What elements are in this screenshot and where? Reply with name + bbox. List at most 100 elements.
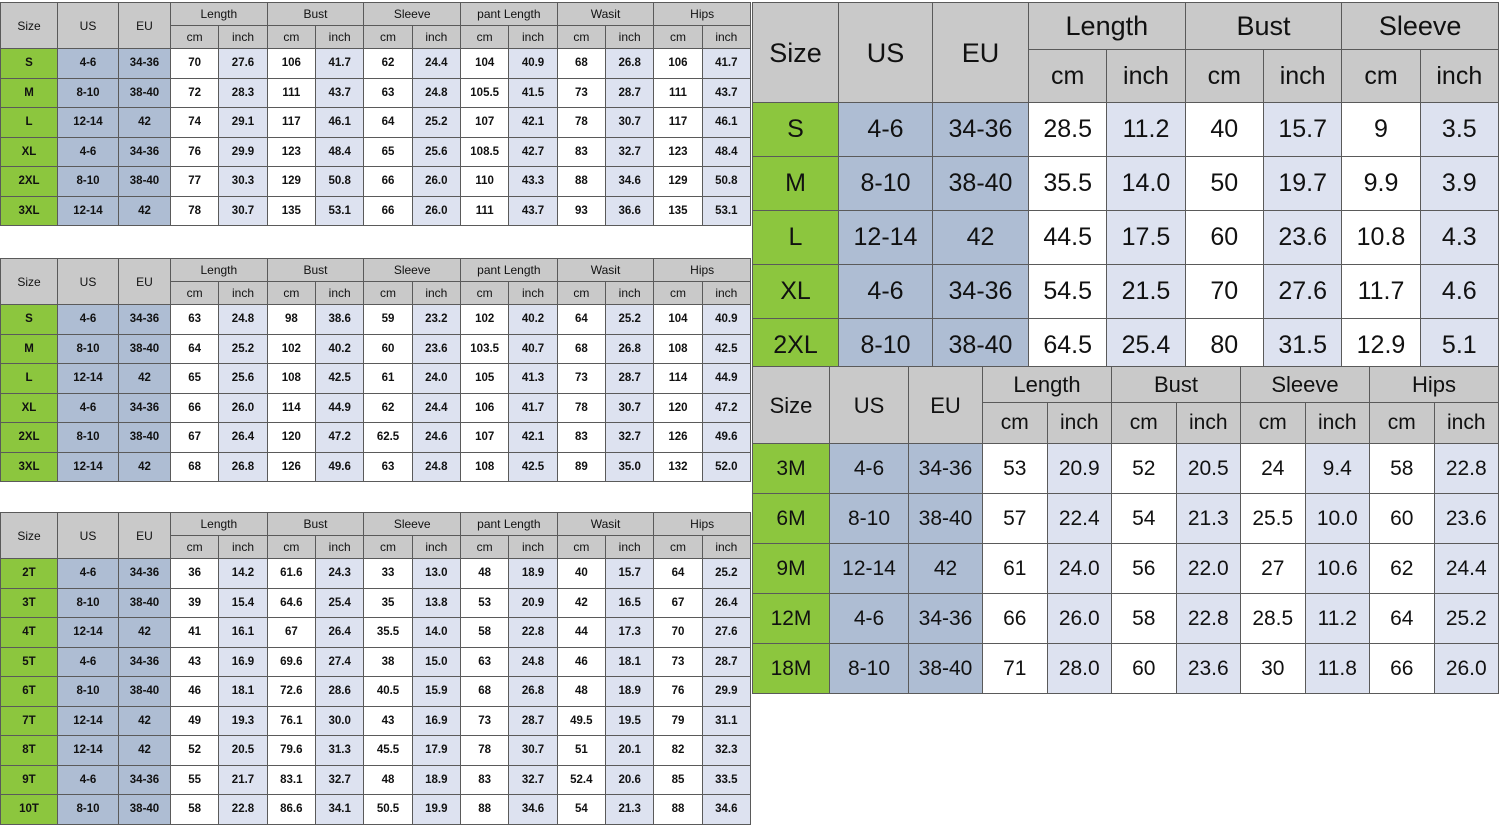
cell-us: 8-10	[57, 676, 119, 707]
cell-hips-inch: 32.3	[701, 735, 752, 766]
cell-us: 8-10	[57, 422, 119, 453]
cell-bust-cm: 135	[266, 195, 317, 226]
cell-pant-length-cm: 102	[460, 304, 510, 335]
cell-length-cm: 70	[169, 48, 220, 79]
cell-wasit-cm: 46	[556, 646, 607, 677]
cell-pant-length-inch: 28.7	[508, 705, 558, 736]
cell-length-inch: 28.3	[218, 77, 268, 108]
cell-length-cm: 49	[169, 705, 220, 736]
unit-header-cm: cm	[556, 281, 607, 305]
cell-sleeve-inch: 14.0	[411, 617, 462, 648]
cell-bust-inch: 41.7	[314, 48, 365, 79]
cell-sleeve-cm: 62.5	[363, 422, 413, 453]
cell-bust-inch: 24.3	[314, 558, 365, 589]
unit-header-inch: inch	[1419, 49, 1499, 103]
cell-pant-length-inch: 32.7	[508, 764, 558, 795]
cell-pant-length-cm: 105.5	[460, 77, 510, 108]
cell-sleeve-inch: 23.6	[411, 333, 462, 364]
cell-bust-cm: 67	[266, 617, 317, 648]
cell-size: XL	[0, 392, 58, 423]
cell-bust-inch: 38.6	[314, 304, 365, 335]
cell-pant-length-cm: 53	[460, 587, 510, 618]
unit-header-inch: inch	[1106, 49, 1186, 103]
cell-bust-cm: 79.6	[266, 735, 317, 766]
cell-wasit-cm: 78	[556, 107, 607, 138]
cell-pant-length-inch: 42.1	[508, 422, 558, 453]
cell-sleeve-cm: 50.5	[363, 794, 413, 825]
cell-us: 4-6	[829, 443, 909, 494]
cell-sleeve-cm: 9	[1341, 102, 1421, 157]
cell-length-cm: 46	[169, 676, 220, 707]
cell-sleeve-cm: 45.5	[363, 735, 413, 766]
cell-sleeve-inch: 24.8	[411, 451, 462, 482]
cell-sleeve-inch: 26.0	[411, 166, 462, 197]
cell-length-inch: 21.7	[218, 764, 268, 795]
cell-sleeve-cm: 62	[363, 392, 413, 423]
cell-length-cm: 44.5	[1027, 210, 1108, 265]
cell-us: 8-10	[57, 77, 119, 108]
cell-length-cm: 66	[982, 593, 1048, 644]
measure-group-header-sleeve: Sleeve	[363, 2, 462, 26]
cell-sleeve-cm: 24	[1240, 443, 1306, 494]
table-row: S 4-6 34-36 70 27.6 106 41.7 62 24.4 104 40.9 68 26.…	[0, 48, 752, 79]
cell-pant-length-cm: 73	[460, 705, 510, 736]
cell-size: 3T	[0, 587, 58, 618]
cell-sleeve-inch: 18.9	[411, 764, 462, 795]
cell-hips-inch: 53.1	[701, 195, 752, 226]
measure-group-header-length: Length	[170, 512, 268, 536]
cell-hips-inch: 26.0	[1433, 643, 1500, 694]
unit-header-cm: cm	[266, 281, 317, 305]
cell-size: M	[752, 156, 839, 211]
cell-sleeve-inch: 15.9	[411, 676, 462, 707]
cell-bust-inch: 40.2	[314, 333, 365, 364]
cell-eu: 34-36	[118, 136, 171, 167]
cell-length-inch: 25.6	[218, 363, 268, 394]
cell-bust-inch: 53.1	[314, 195, 365, 226]
cell-hips-cm: 82	[653, 735, 703, 766]
cell-sleeve-cm: 60	[363, 333, 413, 364]
cell-wasit-inch: 15.7	[604, 558, 655, 589]
table-row: S 4-6 34-36 28.5 11.2 40 15.7 9 3.5	[752, 102, 1499, 157]
column-header-eu: EU	[118, 2, 171, 49]
table-header-group-row: Size US EU Length Bust Sleeve pant Length Wasit…	[0, 512, 751, 559]
table-row: 2XL 8-10 38-40 77 30.3 129 50.8 66 26.0 110 43.3 88…	[0, 166, 752, 197]
cell-pant-length-cm: 110	[460, 166, 510, 197]
cell-wasit-inch: 20.1	[604, 735, 655, 766]
cell-bust-cm: 60	[1184, 210, 1264, 265]
cell-us: 12-14	[829, 543, 909, 594]
cell-pant-length-inch: 22.8	[508, 617, 558, 648]
column-header-us: US	[57, 2, 119, 49]
cell-wasit-inch: 26.8	[604, 333, 655, 364]
cell-sleeve-cm: 61	[363, 363, 413, 394]
cell-us: 12-14	[838, 210, 933, 265]
cell-size: 8T	[0, 735, 58, 766]
cell-bust-cm: 106	[266, 48, 317, 79]
unit-header-inch: inch	[508, 25, 558, 49]
cell-wasit-cm: 51	[556, 735, 607, 766]
cell-bust-inch: 23.6	[1175, 643, 1242, 694]
cell-length-inch: 19.3	[218, 705, 268, 736]
cell-bust-cm: 126	[266, 451, 317, 482]
cell-bust-cm: 102	[266, 333, 317, 364]
unit-header-inch: inch	[701, 25, 752, 49]
cell-wasit-inch: 35.0	[604, 451, 655, 482]
cell-hips-inch: 33.5	[701, 764, 752, 795]
table-row: 18M 8-10 38-40 71 28.0 60 23.6 30 11.8 66 26.0	[752, 643, 1500, 694]
column-header-eu: EU	[908, 366, 983, 444]
cell-size: 9M	[752, 543, 830, 594]
measure-group-header-bust: Bust	[1111, 366, 1242, 403]
unit-header-inch: inch	[218, 535, 268, 559]
cell-pant-length-cm: 107	[460, 107, 510, 138]
cell-length-inch: 27.6	[218, 48, 268, 79]
cell-eu: 38-40	[118, 422, 171, 453]
cell-wasit-inch: 25.2	[604, 304, 655, 335]
cell-hips-inch: 48.4	[701, 136, 752, 167]
cell-wasit-cm: 48	[556, 676, 607, 707]
cell-hips-cm: 70	[653, 617, 703, 648]
cell-length-cm: 54.5	[1027, 264, 1108, 319]
cell-wasit-cm: 89	[556, 451, 607, 482]
cell-wasit-inch: 34.6	[604, 166, 655, 197]
cell-sleeve-cm: 33	[363, 558, 413, 589]
cell-us: 4-6	[57, 646, 119, 677]
